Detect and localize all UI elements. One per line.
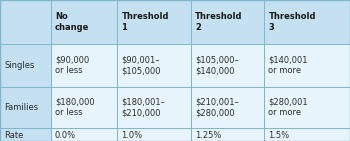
Text: 1.5%: 1.5% <box>268 131 289 140</box>
Text: Families: Families <box>4 103 39 112</box>
Bar <box>264 128 350 141</box>
Text: Rate: Rate <box>4 131 23 140</box>
Text: Threshold
3: Threshold 3 <box>268 12 316 32</box>
Bar <box>117 128 191 141</box>
Text: No
change: No change <box>55 12 89 32</box>
Bar <box>0 0 51 44</box>
Text: $180,001–
$210,000: $180,001– $210,000 <box>121 98 165 117</box>
Bar <box>0 87 51 128</box>
Text: 1.0%: 1.0% <box>121 131 142 140</box>
Bar <box>191 128 264 141</box>
Bar <box>117 44 191 87</box>
Text: Threshold
1: Threshold 1 <box>121 12 169 32</box>
Text: 1.25%: 1.25% <box>195 131 221 140</box>
Text: $90,000
or less: $90,000 or less <box>55 56 89 75</box>
Bar <box>0 44 51 87</box>
Bar <box>51 0 117 44</box>
Bar <box>117 87 191 128</box>
Bar <box>51 44 117 87</box>
Bar <box>264 44 350 87</box>
Text: $280,001
or more: $280,001 or more <box>268 98 308 117</box>
Bar <box>264 0 350 44</box>
Bar <box>191 0 264 44</box>
Bar <box>51 128 117 141</box>
Text: 0.0%: 0.0% <box>55 131 76 140</box>
Text: Threshold
2: Threshold 2 <box>195 12 243 32</box>
Bar <box>51 87 117 128</box>
Bar <box>117 0 191 44</box>
Bar <box>0 128 51 141</box>
Text: $140,001
or more: $140,001 or more <box>268 56 308 75</box>
Text: $180,000
or less: $180,000 or less <box>55 98 94 117</box>
Text: Singles: Singles <box>4 61 35 70</box>
Bar <box>191 87 264 128</box>
Bar <box>264 87 350 128</box>
Text: $90,001–
$105,000: $90,001– $105,000 <box>121 56 161 75</box>
Text: $105,000–
$140,000: $105,000– $140,000 <box>195 56 239 75</box>
Text: $210,001–
$280,000: $210,001– $280,000 <box>195 98 239 117</box>
Bar <box>191 44 264 87</box>
